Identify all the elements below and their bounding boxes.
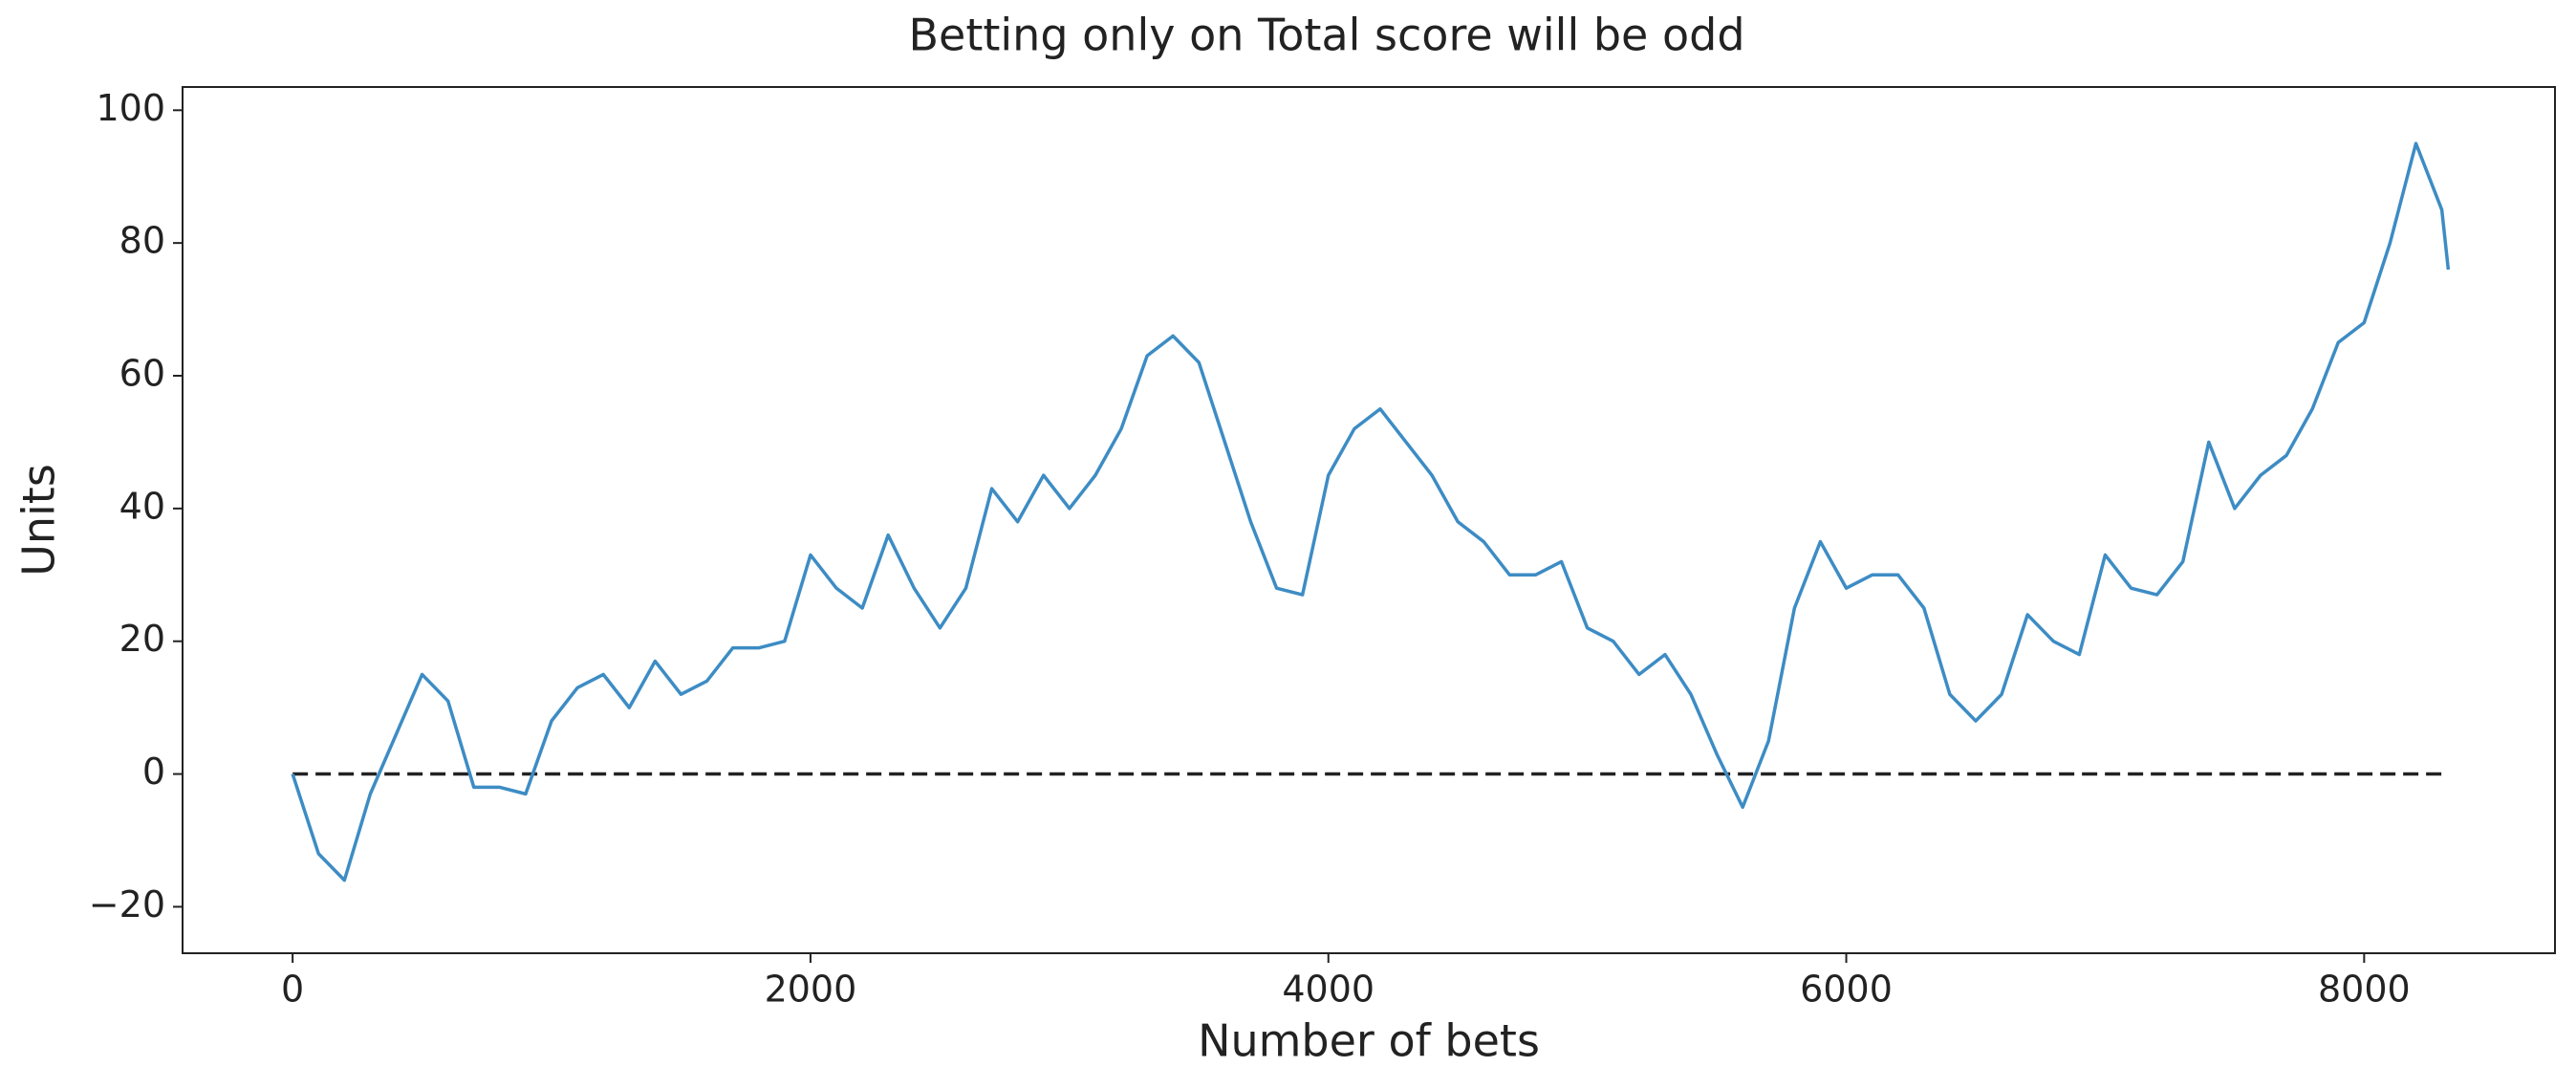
data-line [291, 142, 2451, 882]
chart-title: Betting only on Total score will be odd [908, 10, 1744, 61]
y-tick-label: 40 [119, 485, 165, 527]
y-tick-label: −20 [89, 883, 165, 926]
y-tick-label: 20 [119, 618, 165, 660]
x-axis-label: Number of bets [1198, 1015, 1540, 1067]
x-tick-label: 2000 [765, 969, 857, 1011]
y-tick-label: 0 [142, 751, 165, 793]
y-tick-label: 60 [119, 353, 165, 395]
plot-frame [182, 86, 2556, 954]
y-axis-label: Units [13, 464, 65, 577]
x-tick-label: 8000 [2318, 969, 2411, 1011]
y-tick-label: 80 [119, 220, 165, 262]
x-tick-label: 6000 [1800, 969, 1893, 1011]
x-tick-label: 4000 [1282, 969, 1375, 1011]
y-tick-label: 100 [96, 87, 165, 129]
x-tick-label: 0 [281, 969, 304, 1011]
